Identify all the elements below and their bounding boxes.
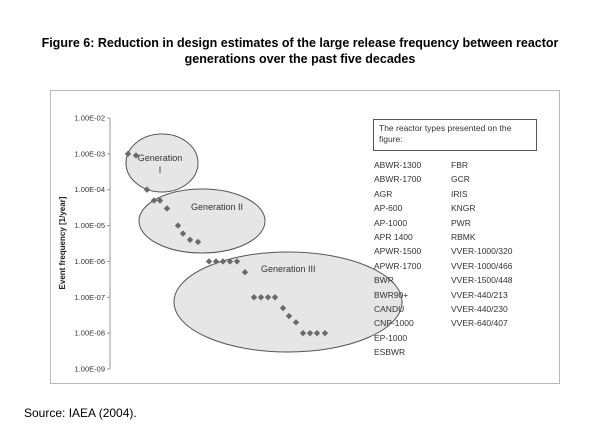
legend-entry: PWR xyxy=(451,217,471,228)
group-ellipse xyxy=(125,133,199,193)
legend-entry: IRIS xyxy=(451,188,468,199)
y-tick-label: 1.00E-08 xyxy=(75,329,105,338)
legend-column-1: ABWR-1300 ABWR-1700 AGR AP-600 AP-1000 APR 14… xyxy=(374,158,421,360)
legend-entry: APWR-1500 xyxy=(374,246,422,257)
legend-entry: ABWR-1700 xyxy=(374,174,422,185)
data-point xyxy=(132,152,140,159)
figure-title: Figure 6: Reduction in design estimates … xyxy=(41,36,559,66)
group-label: Generation xyxy=(138,153,183,163)
data-point xyxy=(226,258,234,265)
y-tick-label: 1.00E-09 xyxy=(75,365,105,374)
data-point xyxy=(205,258,213,265)
legend-entry: AP-600 xyxy=(374,203,403,214)
data-point xyxy=(194,238,202,246)
legend-entry: BWR xyxy=(374,275,394,286)
data-point xyxy=(285,312,293,320)
data-point xyxy=(212,258,220,265)
legend-entry: CANDU xyxy=(374,304,405,315)
group-label: Generation III xyxy=(261,264,316,274)
data-point xyxy=(174,222,182,229)
y-tick-label: 1.00E-03 xyxy=(75,149,105,158)
group-label: Generation II xyxy=(191,202,243,212)
legend-entry: ESBWR xyxy=(374,347,406,358)
legend-entry: BWR90+ xyxy=(374,289,409,300)
legend-entry: GCR xyxy=(451,174,470,185)
data-point xyxy=(250,294,258,301)
y-axis-title: Event frequency [1/year] xyxy=(58,196,67,289)
legend-entry: VVER-1500/448 xyxy=(451,275,513,286)
data-point xyxy=(241,269,249,276)
legend-entry: EP-1000 xyxy=(374,332,408,343)
legend-entry: AGR xyxy=(374,188,393,199)
data-point xyxy=(219,258,227,265)
legend-entry: KNGR xyxy=(451,203,476,214)
legend-entry: VVER-440/230 xyxy=(451,304,508,315)
data-point xyxy=(186,236,194,244)
legend-title-box: The reactor types presented on the figur… xyxy=(373,119,537,151)
legend-entry: CNP-1000 xyxy=(374,318,414,329)
y-tick-label: 1.00E-02 xyxy=(75,114,105,123)
data-point xyxy=(271,294,279,301)
legend-entry: ABWR-1300 xyxy=(374,160,422,170)
data-point xyxy=(264,294,272,301)
legend-entry: VVER-1000/320 xyxy=(451,246,513,257)
data-point xyxy=(257,294,265,301)
chart-svg: 1.00E-02 1.00E-03 1.00E-04 1.00E-05 1.00E-06… xyxy=(58,114,403,374)
data-point xyxy=(279,304,287,312)
legend-entry: RBMK xyxy=(451,232,476,243)
legend-entry: AP-1000 xyxy=(374,217,408,228)
y-tick-label: 1.00E-04 xyxy=(75,185,105,194)
legend-column-2: FBR GCR IRIS KNGR PWR RBMK VVER-1000/320 VVER-1… xyxy=(451,158,512,331)
y-tick-label: 1.00E-06 xyxy=(75,257,105,266)
data-point xyxy=(143,186,151,193)
group-ellipse xyxy=(138,188,266,254)
y-tick-label: 1.00E-07 xyxy=(75,293,105,302)
group-ellipse xyxy=(173,251,403,353)
legend-entry: FBR xyxy=(451,160,468,170)
source-note: Source: IAEA (2004). xyxy=(24,406,137,420)
y-tick-label: 1.00E-05 xyxy=(75,221,105,230)
legend-entry: VVER-1000/466 xyxy=(451,260,513,271)
data-point xyxy=(179,230,187,237)
group-label-line2: I xyxy=(159,165,162,175)
legend-entry: APWR-1700 xyxy=(374,260,422,271)
legend-entry: APR 1400 xyxy=(374,232,413,243)
data-point xyxy=(233,258,241,265)
legend-entry: VVER-440/213 xyxy=(451,289,508,300)
legend-entry: VVER-640/407 xyxy=(451,318,508,329)
chart-area: 1.00E-02 1.00E-03 1.00E-04 1.00E-05 1.00E-06… xyxy=(50,90,560,384)
data-point xyxy=(163,205,171,212)
